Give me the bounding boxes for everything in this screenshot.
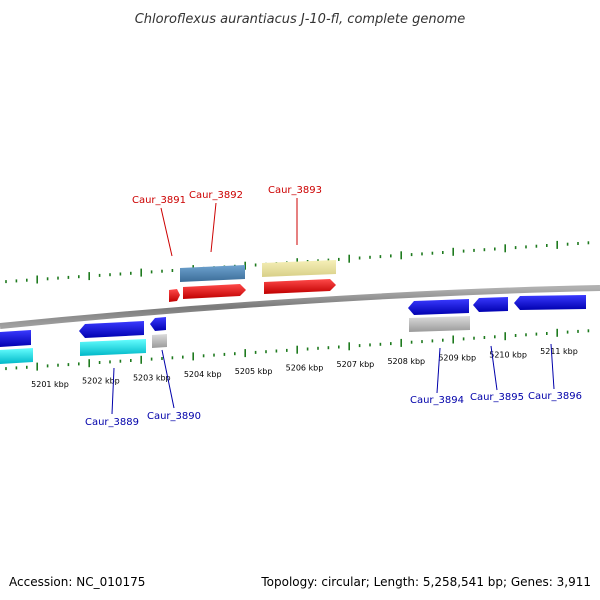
forward-strand-genes (169, 260, 336, 302)
accession-text: Accession: NC_010175 (9, 575, 145, 589)
gene-caur-3890-feature[interactable] (152, 334, 167, 348)
scale-label: 5203 kbp (133, 373, 171, 382)
gene-caur-3894-feature[interactable] (409, 316, 470, 332)
scale-label: 5207 kbp (337, 360, 375, 369)
genome-backbone (0, 285, 600, 329)
gene-label-caur-3891[interactable]: Caur_3891 (132, 195, 186, 206)
genome-summary-text: Topology: circular; Length: 5,258,541 bp… (260, 575, 591, 589)
label-leader-lines (111, 198, 555, 415)
gene-caur-3896-arrow[interactable] (514, 295, 586, 310)
reverse-strand-genes (0, 295, 586, 364)
scale-label: 5209 kbp (438, 354, 476, 363)
gene-label-caur-3894[interactable]: Caur_3894 (410, 395, 464, 406)
leader-line (161, 349, 175, 409)
scale-label: 5210 kbp (489, 350, 527, 359)
gene-caur-3889-arrow[interactable] (79, 321, 144, 338)
leader-line (210, 202, 217, 253)
gene-caur-3893-feature[interactable] (262, 260, 336, 277)
leader-line (160, 207, 173, 257)
gene-caur-3890-arrow[interactable] (150, 317, 166, 331)
gene-label-caur-3893[interactable]: Caur_3893 (268, 185, 322, 196)
scale-label: 5202 kbp (82, 377, 120, 386)
scale-label: 5208 kbp (387, 357, 425, 366)
gene-caur-3894-arrow[interactable] (408, 299, 469, 315)
gene-left-edge-feature[interactable] (0, 348, 33, 364)
gene-caur-3895-arrow[interactable] (473, 297, 508, 312)
gene-caur-3893-arrow[interactable] (264, 279, 336, 294)
gene-label-caur-3895[interactable]: Caur_3895 (470, 392, 524, 403)
gene-label-caur-3890[interactable]: Caur_3890 (147, 411, 201, 422)
scale-labels: 5201 kbp 5202 kbp 5203 kbp 5204 kbp 5205 kbp… (31, 347, 578, 389)
gene-label-caur-3892[interactable]: Caur_3892 (189, 190, 243, 201)
leader-line (111, 367, 115, 415)
gene-left-edge-arrow[interactable] (0, 330, 31, 347)
scale-label: 5204 kbp (184, 370, 222, 379)
gene-label-caur-3889[interactable]: Caur_3889 (85, 417, 139, 428)
gene-caur-3892-feature[interactable] (180, 265, 245, 282)
inner-tick-ring (5, 328, 590, 371)
leader-line (436, 347, 441, 394)
scale-label: 5205 kbp (235, 367, 273, 376)
scale-label: 5211 kbp (540, 347, 578, 356)
leader-line (550, 343, 555, 390)
scale-label: 5206 kbp (286, 364, 324, 373)
gene-caur-3892-arrow[interactable] (183, 284, 246, 299)
scale-label: 5201 kbp (31, 380, 69, 389)
gene-caur-3891-arrow[interactable] (169, 289, 180, 302)
gene-label-caur-3896[interactable]: Caur_3896 (528, 391, 582, 402)
gene-labels: Caur_3891 Caur_3892 Caur_3893 Caur_3889 … (85, 185, 582, 428)
genome-title: Chloroflexus aurantiacus J-10-fl, comple… (135, 12, 466, 27)
leader-line (490, 345, 498, 391)
gene-caur-3889-feature[interactable] (80, 339, 146, 356)
